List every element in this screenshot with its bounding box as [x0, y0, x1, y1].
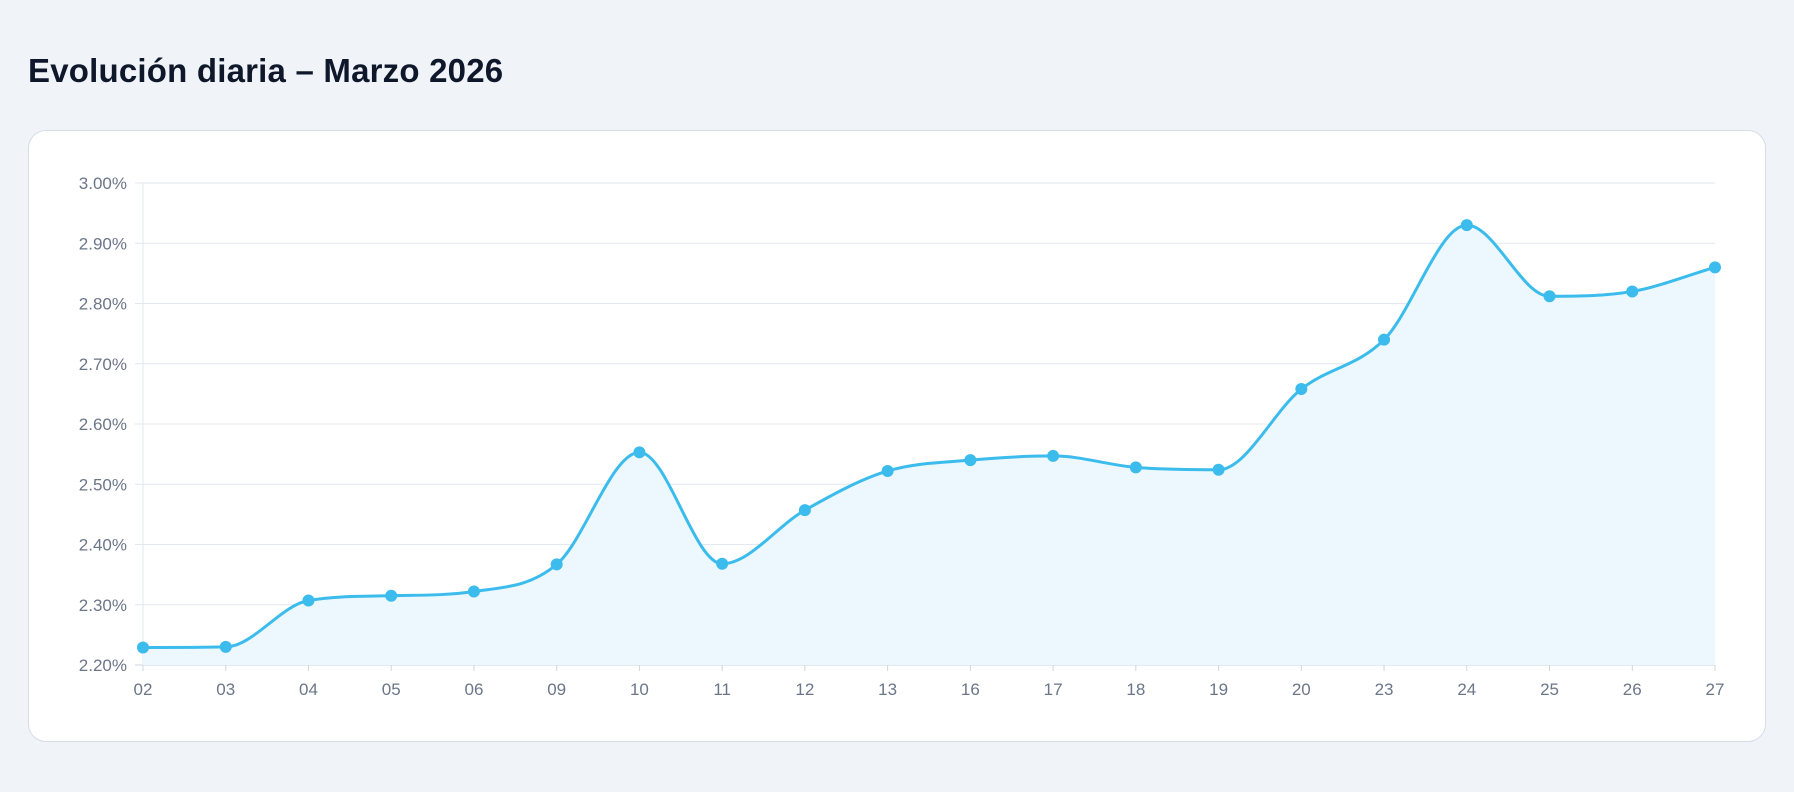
x-tick-label: 20: [1292, 680, 1311, 699]
data-point-26[interactable]: [1626, 285, 1639, 298]
x-tick-label: 05: [382, 680, 401, 699]
line-chart: 2.20% 2.30% 2.40% 2.50% 2.60% 2.70% 2.80% 2.90%…: [79, 174, 1725, 699]
y-tick-labels: 2.20% 2.30% 2.40% 2.50% 2.60% 2.70% 2.80% 2.90%…: [79, 174, 127, 675]
x-tick-label: 03: [216, 680, 235, 699]
x-tick-label: 18: [1126, 680, 1145, 699]
x-tick-label: 23: [1375, 680, 1394, 699]
x-tick-label: 06: [464, 680, 483, 699]
data-point-25[interactable]: [1543, 290, 1556, 303]
x-tick-label: 13: [878, 680, 897, 699]
axes: [142, 183, 1716, 671]
series-area: [143, 225, 1715, 666]
y-tick-label: 2.60%: [79, 415, 127, 434]
x-tick-label: 19: [1209, 680, 1228, 699]
data-point-16[interactable]: [964, 454, 977, 467]
x-tick-labels: 02 03 04 05 06 09 10 11 12 13 16 17 18 19 20 23 24 25 26 27: [134, 680, 1725, 699]
x-tick-label: 02: [134, 680, 153, 699]
data-point-09[interactable]: [550, 558, 563, 571]
series-line: [142, 223, 1716, 650]
x-tick-label: 26: [1623, 680, 1642, 699]
x-tick-label: 11: [713, 680, 731, 699]
data-point-05[interactable]: [385, 589, 398, 602]
page-title: Evolución diaria – Marzo 2026: [28, 52, 504, 89]
data-point-19[interactable]: [1212, 463, 1225, 476]
y-tick-label: 2.80%: [79, 295, 127, 314]
y-tick-label: 2.90%: [79, 234, 127, 253]
y-tick-label: 2.70%: [79, 355, 127, 374]
data-point-13[interactable]: [881, 464, 894, 477]
data-point-23[interactable]: [1378, 333, 1391, 346]
data-point-18[interactable]: [1129, 461, 1142, 474]
x-tick-label: 27: [1706, 680, 1725, 699]
x-tick-label: 17: [1044, 680, 1063, 699]
data-point-24[interactable]: [1460, 219, 1473, 232]
y-tick-label: 3.00%: [79, 174, 127, 193]
data-point-06[interactable]: [467, 585, 480, 598]
data-point-03[interactable]: [219, 640, 232, 653]
data-point-20[interactable]: [1295, 383, 1308, 396]
data-point-11[interactable]: [716, 557, 729, 570]
data-point-12[interactable]: [798, 504, 811, 517]
x-tick-label: 16: [961, 680, 980, 699]
x-tick-label: 09: [547, 680, 566, 699]
x-tick-label: 25: [1540, 680, 1559, 699]
x-tick-label: 24: [1457, 680, 1476, 699]
x-tick-label: 10: [630, 680, 649, 699]
x-tick-label: 04: [299, 680, 318, 699]
chart-card: 2.20% 2.30% 2.40% 2.50% 2.60% 2.70% 2.80% 2.90%…: [28, 130, 1766, 742]
data-point-02[interactable]: [137, 641, 149, 654]
data-point-04[interactable]: [302, 594, 315, 607]
y-tick-label: 2.30%: [79, 596, 127, 615]
data-point-10[interactable]: [633, 446, 646, 459]
y-tick-label: 2.50%: [79, 475, 127, 494]
x-tick-label: 12: [795, 680, 814, 699]
data-point-17[interactable]: [1047, 449, 1060, 462]
data-points: [137, 219, 1721, 654]
y-tick-label: 2.40%: [79, 536, 127, 555]
data-point-27[interactable]: [1709, 261, 1721, 274]
y-tick-label: 2.20%: [79, 656, 127, 675]
